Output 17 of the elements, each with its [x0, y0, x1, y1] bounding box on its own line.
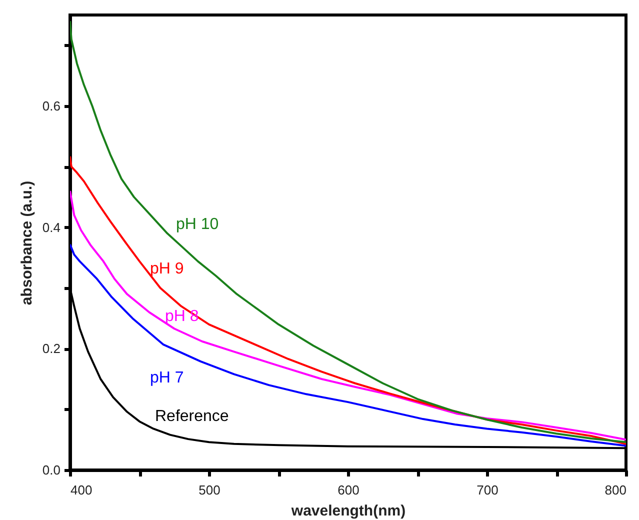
y-tick-label: 0.4: [42, 220, 60, 235]
x-tick-label: 800: [604, 482, 626, 498]
y-axis-title: absorbance (a.u.): [18, 180, 36, 306]
line-series: [70, 243, 626, 447]
line-series: [70, 20, 626, 444]
series-label: pH 9: [150, 260, 184, 278]
y-tick-label: 0.2: [42, 341, 60, 356]
series-label: pH 10: [176, 216, 219, 234]
x-tick-label: 500: [198, 482, 220, 498]
y-tick-label: 0.6: [42, 98, 60, 114]
x-axis-title: wavelength(nm): [290, 502, 406, 520]
x-tick-label: 700: [476, 482, 498, 498]
series-label: pH 7: [150, 369, 184, 386]
series-label: Reference: [155, 408, 229, 425]
y-tick-label: 0.0: [42, 462, 60, 478]
x-tick-label: 600: [338, 482, 360, 498]
x-tick-label: 400: [70, 482, 92, 498]
